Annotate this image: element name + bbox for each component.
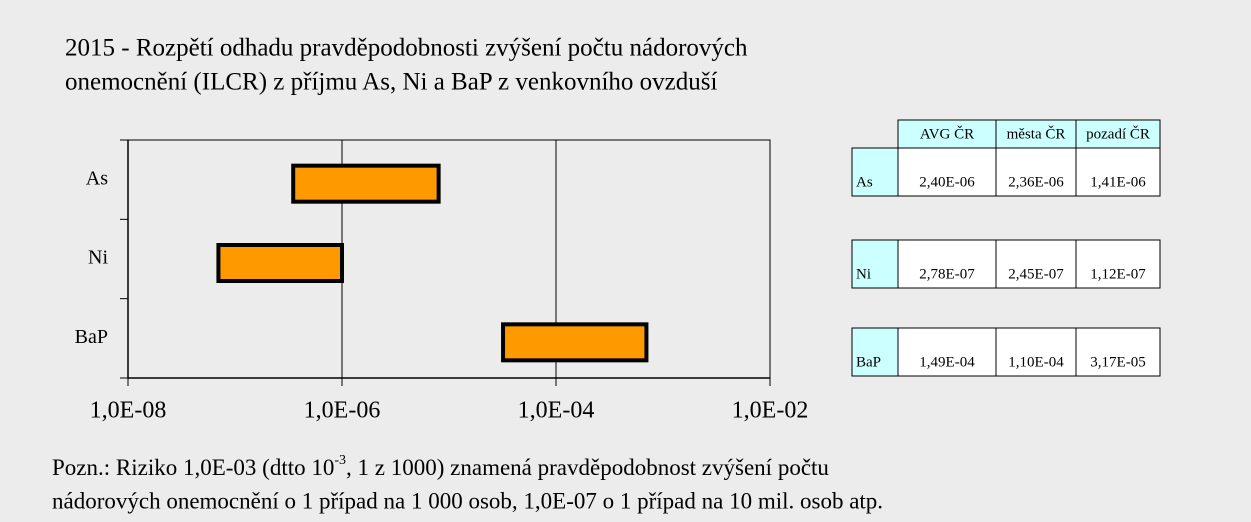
cell-text: 2,40E-06: [919, 174, 975, 190]
table-cell: [897, 239, 997, 289]
table-cell: [995, 147, 1077, 197]
note-text: , 1 z 1000) znamená pravděpodobnost zvýš…: [346, 455, 829, 480]
cell-text: As: [856, 174, 873, 190]
y-tick-label: BaP: [75, 326, 108, 348]
table-cell: [897, 147, 997, 197]
table-cell: [1075, 119, 1161, 149]
table-cell: [1075, 239, 1161, 289]
table-cell: [851, 327, 899, 377]
cell-text: Ni: [856, 266, 871, 282]
x-tick-label: 1,0E-08: [90, 398, 167, 424]
range-bar: [291, 163, 441, 204]
note-sup: -3: [334, 453, 346, 468]
y-tick-label: Ni: [88, 247, 108, 269]
x-tick-label: 1,0E-02: [732, 398, 809, 424]
table-cell: [995, 239, 1077, 289]
cell-text: 1,12E-07: [1090, 266, 1146, 282]
cell-text: 1,10E-04: [1008, 354, 1064, 370]
cell-text: 2,36E-06: [1008, 174, 1064, 190]
range-bar: [216, 243, 344, 283]
cell-text: pozadí ČR: [1086, 125, 1150, 142]
cell-text: 3,17E-05: [1090, 354, 1145, 370]
cell-text: města ČR: [1007, 125, 1066, 142]
cell-text: 2,45E-07: [1008, 266, 1064, 282]
cell-text: 1,41E-06: [1090, 174, 1146, 190]
title-line: onemocnění (ILCR) z příjmu As, Ni a BaP …: [65, 69, 717, 96]
cell-text: AVG ČR: [920, 125, 974, 142]
cell-text: 2,78E-07: [919, 266, 975, 282]
table-cell: [1075, 147, 1161, 197]
note-text: Pozn.: Riziko 1,0E-03 (dtto 10: [52, 455, 334, 480]
range-bar: [501, 322, 649, 363]
title-line: 2015 - Rozpětí odhadu pravděpodobnosti z…: [65, 35, 748, 62]
x-tick-label: 1,0E-04: [518, 398, 595, 424]
table-cell: [995, 327, 1077, 377]
table-cell: [1075, 327, 1161, 377]
note-line: Pozn.: Riziko 1,0E-03 (dtto 10-3, 1 z 10…: [52, 453, 829, 480]
note-line: nádorových onemocnění o 1 případ na 1 00…: [52, 488, 883, 513]
y-tick-label: As: [86, 167, 108, 189]
x-tick-label: 1,0E-06: [304, 398, 381, 424]
cell-text: 1,49E-04: [919, 354, 975, 370]
table-cell: [897, 327, 997, 377]
cell-text: BaP: [856, 354, 881, 370]
